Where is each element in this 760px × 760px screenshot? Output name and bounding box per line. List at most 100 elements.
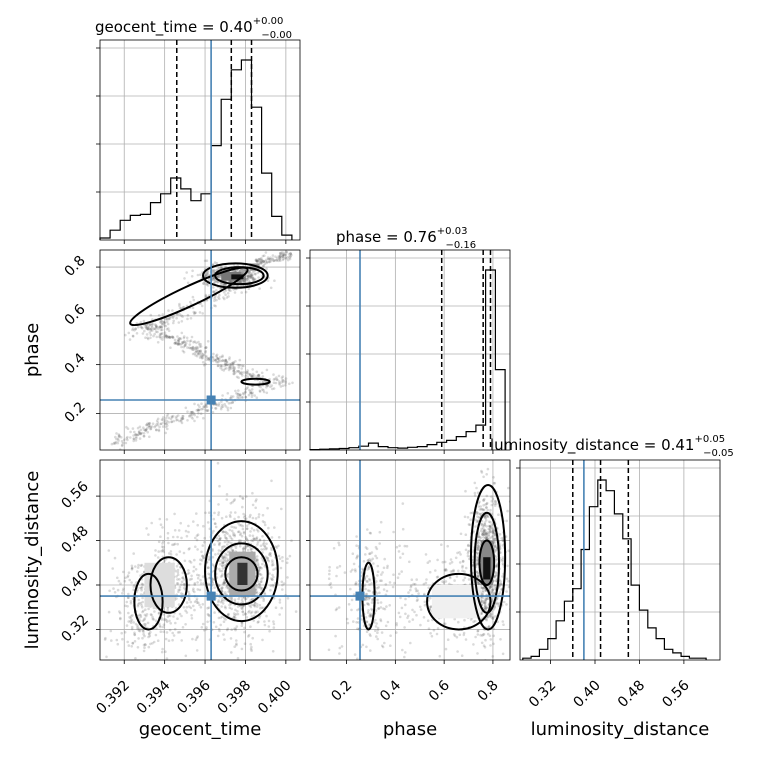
- sample-point: [132, 621, 135, 624]
- sample-point: [251, 391, 254, 395]
- sample-point: [147, 422, 151, 425]
- sample-point: [253, 272, 257, 276]
- sample-point: [365, 645, 368, 649]
- sample-point: [356, 657, 359, 660]
- sample-point: [151, 318, 154, 321]
- sample-point: [158, 425, 161, 429]
- sample-point: [153, 610, 156, 613]
- sample-point: [482, 596, 485, 600]
- sample-point: [221, 582, 225, 586]
- sample-point: [200, 354, 204, 358]
- sample-point: [368, 578, 372, 582]
- sample-point: [207, 613, 210, 617]
- sample-point: [243, 547, 246, 551]
- sample-point: [144, 325, 148, 329]
- sample-point: [182, 551, 186, 555]
- sample-point: [225, 296, 229, 299]
- sample-point: [360, 661, 363, 664]
- sample-point: [274, 606, 278, 609]
- sample-point: [147, 327, 150, 330]
- sample-point: [217, 359, 221, 363]
- sample-point: [491, 588, 495, 592]
- sample-point: [262, 606, 265, 610]
- sample-point: [457, 569, 460, 573]
- sample-point: [124, 604, 127, 608]
- sample-point: [256, 562, 260, 565]
- sample-point: [222, 283, 226, 286]
- sample-point: [379, 520, 383, 524]
- sample-point: [172, 319, 175, 323]
- sample-point: [137, 637, 140, 640]
- sample-point: [490, 499, 494, 503]
- sample-point: [257, 374, 261, 377]
- sample-point: [201, 407, 205, 411]
- sample-point: [436, 558, 439, 562]
- sample-point: [216, 361, 220, 364]
- tick-label-x-luminosity_distance-3: 0.56: [659, 677, 692, 710]
- sample-point: [146, 430, 149, 434]
- sample-point: [505, 603, 508, 606]
- sample-point: [472, 582, 476, 586]
- sample-point: [232, 531, 235, 535]
- sample-point: [160, 328, 164, 332]
- sample-point: [118, 610, 121, 613]
- sample-point: [399, 556, 402, 559]
- sample-point: [137, 430, 141, 434]
- sample-point: [266, 558, 270, 561]
- sample-point: [365, 580, 369, 583]
- sample-point: [401, 648, 404, 652]
- sample-point: [162, 545, 165, 549]
- sample-point: [219, 287, 222, 290]
- sample-point: [142, 630, 145, 634]
- sample-point: [195, 409, 199, 412]
- sample-point: [464, 489, 467, 493]
- title-geocent-time: geocent_time = 0.40+0.00 −0.00: [95, 16, 292, 41]
- sample-point: [492, 627, 496, 631]
- sample-point: [512, 591, 515, 594]
- sample-point: [205, 358, 208, 362]
- sample-point: [116, 642, 120, 646]
- sample-point: [355, 535, 358, 538]
- sample-point: [466, 544, 470, 548]
- sample-point: [141, 596, 144, 600]
- sample-point: [146, 422, 149, 425]
- sample-point: [130, 567, 134, 570]
- sample-point: [129, 617, 133, 620]
- sample-point: [150, 613, 153, 617]
- sample-point: [192, 604, 195, 608]
- sample-point: [207, 606, 211, 609]
- sample-point: [258, 390, 262, 393]
- sample-point: [242, 512, 245, 516]
- sample-point: [261, 551, 264, 554]
- sample-point: [481, 633, 485, 636]
- sample-point: [175, 553, 178, 556]
- sample-point: [346, 621, 350, 625]
- sample-point: [383, 557, 387, 561]
- sample-point: [253, 605, 257, 608]
- sample-point: [407, 614, 410, 618]
- sample-point: [188, 346, 191, 350]
- sample-point: [221, 403, 224, 407]
- sample-point: [181, 315, 184, 318]
- sample-point: [184, 341, 188, 345]
- sample-point: [241, 505, 244, 509]
- sample-point: [193, 340, 196, 343]
- sample-point: [226, 532, 229, 535]
- sample-point: [492, 634, 496, 638]
- sample-point: [217, 296, 220, 299]
- sample-point: [136, 625, 139, 629]
- sample-point: [251, 270, 255, 274]
- sample-point: [178, 585, 182, 589]
- sample-point: [448, 562, 452, 565]
- sample-point: [488, 529, 492, 532]
- sample-point: [147, 632, 151, 635]
- sample-point: [260, 257, 263, 260]
- sample-point: [281, 556, 284, 559]
- sample-point: [175, 597, 178, 600]
- sample-point: [167, 639, 171, 642]
- sample-point: [461, 564, 464, 568]
- sample-point: [126, 596, 130, 599]
- sample-point: [216, 357, 219, 360]
- sample-point: [494, 571, 497, 574]
